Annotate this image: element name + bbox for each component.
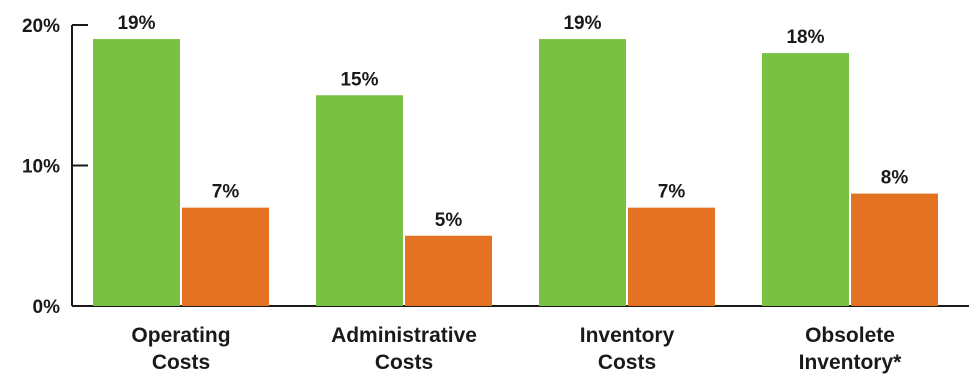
bar-series-2: [405, 235, 492, 306]
bar-series-1: [93, 39, 180, 307]
bar-series-1: [762, 53, 849, 306]
data-label: 15%: [340, 69, 378, 90]
y-tick-label: 0%: [33, 297, 61, 318]
category-labels: Operating Costs Administrative Costs Invento…: [131, 324, 902, 374]
category-label: Obsolete: [805, 324, 895, 347]
category-label: Costs: [152, 351, 210, 374]
data-labels: 19% 15% 19% 18% 7% 5% 7% 8%: [117, 13, 908, 231]
y-tick-label: 10%: [22, 157, 60, 178]
category-label: Inventory*: [799, 351, 903, 374]
bar-series-1: [539, 39, 626, 307]
data-label: 7%: [658, 182, 686, 203]
bar-series-2: [851, 193, 938, 306]
data-label: 18%: [786, 27, 824, 48]
bars: [93, 39, 938, 307]
category-label: Costs: [375, 351, 433, 374]
data-label: 19%: [117, 13, 155, 34]
data-label: 8%: [881, 168, 909, 189]
y-tick-label: 20%: [22, 16, 60, 37]
category-label: Costs: [598, 351, 656, 374]
category-label: Operating: [131, 324, 230, 347]
category-label: Administrative: [331, 324, 477, 347]
bar-series-2: [182, 207, 269, 306]
data-label: 19%: [563, 13, 601, 34]
bar-series-2: [628, 207, 715, 306]
category-label: Inventory: [580, 324, 675, 347]
data-label: 5%: [435, 210, 463, 231]
bar-series-1: [316, 95, 403, 306]
data-label: 7%: [212, 182, 240, 203]
